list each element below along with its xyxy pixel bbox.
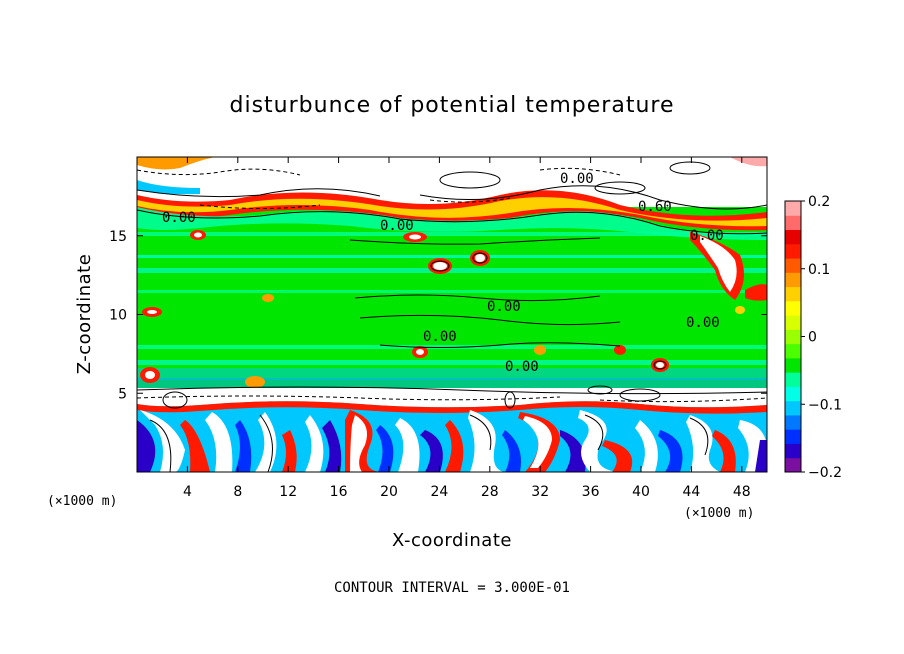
plot-area bbox=[137, 157, 767, 472]
colorbar-segment bbox=[785, 400, 801, 416]
x-tick-label: 12 bbox=[279, 484, 297, 500]
y-axis-label: Z-coordinate bbox=[74, 254, 95, 375]
contour-label: 0.00 bbox=[487, 299, 521, 315]
contour-label: 0.00 bbox=[690, 228, 724, 244]
colorbar-ticks: 0.2 0.1 0 −0.1 −0.2 bbox=[801, 194, 842, 481]
colorbar-segment bbox=[785, 300, 801, 316]
x-axis-label: X-coordinate bbox=[392, 530, 512, 551]
colorbar-segment bbox=[785, 201, 801, 216]
colorbar-segment bbox=[785, 215, 801, 231]
colorbar-tick-label: −0.1 bbox=[808, 397, 842, 413]
x-axis: 4 8 12 16 20 24 28 32 36 40 44 48 bbox=[183, 157, 751, 500]
colorbar-segment bbox=[785, 258, 801, 273]
contour-label: 0.00 bbox=[686, 315, 720, 331]
contour-interval-label: CONTOUR INTERVAL = 3.000E-01 bbox=[334, 580, 570, 596]
colorbar-segment bbox=[785, 414, 801, 430]
colorbar-segment bbox=[785, 243, 801, 259]
colorbar-tick-label: 0.1 bbox=[808, 262, 830, 278]
colorbar-segment bbox=[785, 457, 801, 473]
contour-label: 0.00 bbox=[423, 329, 457, 345]
contour-label: 0.00 bbox=[162, 210, 196, 226]
x-tick-label: 32 bbox=[531, 484, 549, 500]
x-tick-label: 20 bbox=[380, 484, 398, 500]
colorbar-segment bbox=[785, 429, 801, 444]
contour-label: 0.00 bbox=[560, 171, 594, 187]
x-tick-label: 4 bbox=[183, 484, 192, 500]
x-tick-label: 44 bbox=[682, 484, 700, 500]
x-tick-label: 28 bbox=[481, 484, 499, 500]
contour-label: 0.00 bbox=[505, 359, 539, 375]
x-unit-label-left: (×1000 m) bbox=[47, 494, 117, 509]
colorbar-tick-label: −0.2 bbox=[808, 465, 842, 481]
contour-label: 0.00 bbox=[380, 218, 414, 234]
x-unit-label-right: (×1000 m) bbox=[684, 506, 754, 521]
y-tick-label: 10 bbox=[109, 308, 127, 324]
colorbar-tick-label: 0.2 bbox=[808, 194, 830, 210]
colorbar-segment bbox=[785, 343, 801, 359]
colorbar-segment bbox=[785, 357, 801, 373]
colorbar-segment bbox=[785, 386, 801, 402]
y-axis: 5 10 15 bbox=[109, 229, 767, 402]
colorbar-segment bbox=[785, 229, 801, 245]
colorbar-segment bbox=[785, 372, 801, 387]
x-tick-label: 16 bbox=[330, 484, 348, 500]
y-tick-label: 5 bbox=[118, 386, 127, 402]
x-tick-label: 8 bbox=[233, 484, 242, 500]
colorbar-tick-label: 0 bbox=[808, 330, 817, 346]
x-tick-label: 40 bbox=[632, 484, 650, 500]
colorbar-segment bbox=[785, 315, 801, 330]
colorbar-segment bbox=[785, 272, 801, 288]
x-tick-label: 36 bbox=[582, 484, 600, 500]
colorbar-segment bbox=[785, 286, 801, 302]
colorbar-segment bbox=[785, 443, 801, 459]
contour-label: 0.60 bbox=[638, 199, 672, 215]
colorbar-segment bbox=[785, 329, 801, 345]
colorbar bbox=[784, 200, 802, 473]
x-tick-label: 48 bbox=[733, 484, 751, 500]
chart-title: disturbunce of potential temperature bbox=[230, 93, 675, 118]
x-tick-label: 24 bbox=[430, 484, 448, 500]
y-tick-label: 15 bbox=[109, 229, 127, 245]
